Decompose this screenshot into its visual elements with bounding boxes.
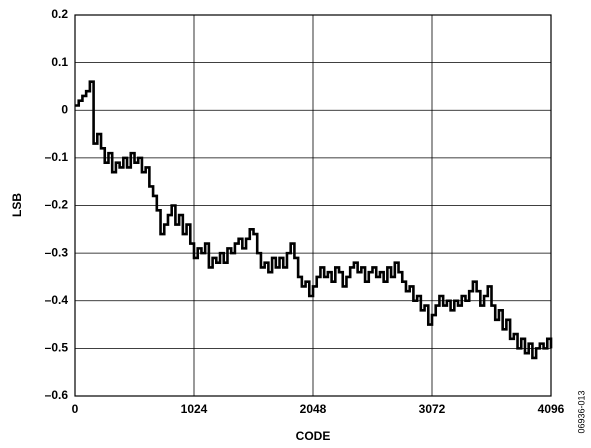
x-axis-label: CODE (296, 429, 331, 443)
y-axis-label: LSB (10, 193, 24, 217)
y-tick-label: –0.1 (45, 150, 69, 164)
data-line (75, 80, 553, 360)
plot-frame (74, 14, 552, 397)
y-tick-label: –0.4 (45, 293, 69, 307)
figure-code: 06936-013 (576, 390, 586, 433)
y-tick-label: 0.2 (51, 7, 68, 21)
x-tick-label: 1024 (181, 402, 208, 416)
y-tick-label: –0.6 (45, 388, 69, 402)
y-tick-label: –0.3 (45, 245, 69, 259)
x-tick-label: 0 (72, 402, 79, 416)
x-tick-label: 2048 (300, 402, 327, 416)
y-tick-label: –0.5 (45, 341, 69, 355)
y-tick-label: 0 (61, 102, 68, 116)
x-tick-label: 4096 (538, 402, 565, 416)
y-tick-label: –0.2 (45, 198, 69, 212)
y-tick-label: 0.1 (51, 55, 68, 69)
x-tick-label: 3072 (419, 402, 446, 416)
